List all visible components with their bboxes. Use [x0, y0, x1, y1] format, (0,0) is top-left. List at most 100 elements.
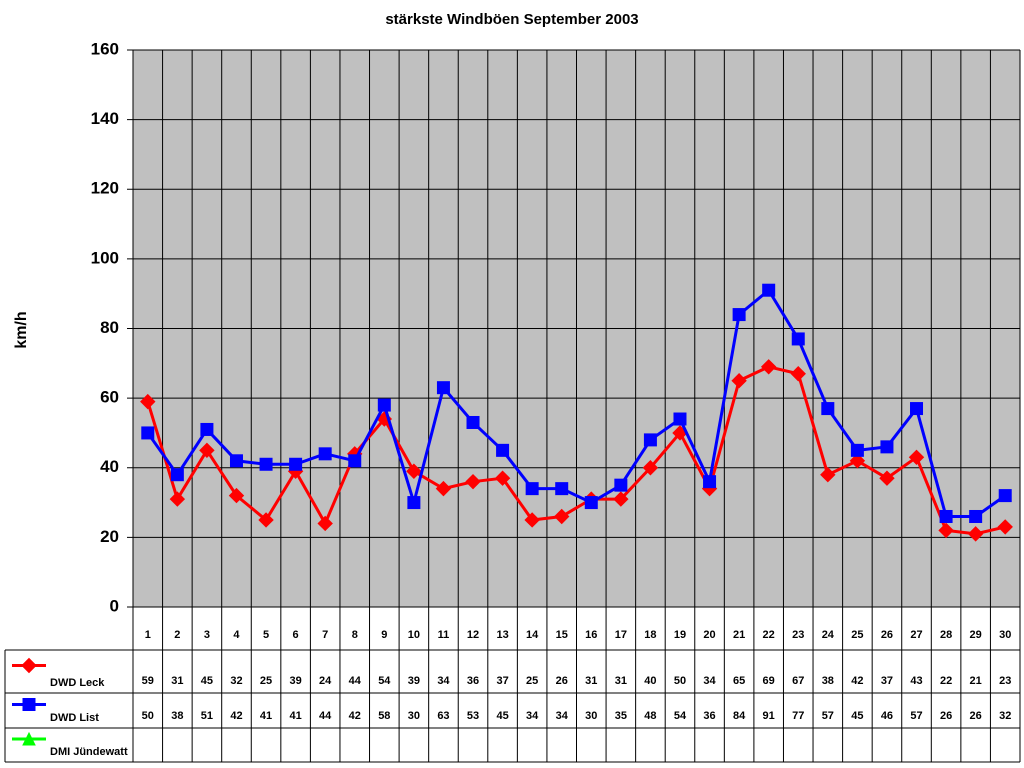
x-tick-label: 3: [204, 629, 210, 641]
table-value: 65: [733, 675, 745, 687]
table-value: 42: [349, 710, 361, 722]
chart-title: stärkste Windböen September 2003: [385, 11, 638, 28]
table-value: 38: [171, 710, 183, 722]
marker: [200, 422, 214, 436]
marker: [525, 482, 539, 496]
x-tick-label: 5: [263, 629, 269, 641]
table-value: 58: [378, 710, 390, 722]
x-tick-label: 23: [792, 629, 804, 641]
marker: [731, 373, 747, 389]
x-tick-label: 11: [438, 629, 450, 641]
table-value: 45: [851, 710, 863, 722]
table-value: 57: [822, 710, 834, 722]
table-value: 30: [585, 710, 597, 722]
x-tick-label: 26: [881, 629, 893, 641]
table-value: 32: [999, 710, 1011, 722]
table-value: 39: [408, 675, 420, 687]
marker: [879, 470, 895, 486]
table-value: 44: [349, 675, 362, 687]
legend-label: DWD Leck: [50, 677, 105, 689]
marker: [22, 731, 36, 746]
table-value: 26: [940, 710, 952, 722]
table-value: 35: [615, 710, 627, 722]
table-value: 91: [763, 710, 775, 722]
table-value: 38: [822, 675, 834, 687]
marker: [21, 657, 37, 674]
x-tick-label: 6: [293, 629, 299, 641]
x-tick-label: 22: [763, 629, 775, 641]
marker: [228, 487, 245, 504]
table-value: 25: [260, 675, 272, 687]
y-tick-label: 100: [91, 248, 119, 267]
x-tick-label: 19: [674, 629, 686, 641]
table-value: 63: [437, 710, 449, 722]
table-value: 50: [674, 675, 686, 687]
marker: [791, 332, 805, 346]
table-value: 32: [230, 675, 242, 687]
table-value: 36: [703, 710, 715, 722]
table-value: 50: [142, 710, 154, 722]
marker: [229, 454, 243, 468]
x-tick-label: 4: [233, 629, 240, 641]
table-value: 44: [319, 710, 332, 722]
table-value: 45: [496, 710, 508, 722]
table-value: 40: [644, 675, 656, 687]
x-tick-label: 17: [615, 629, 627, 641]
table-value: 26: [556, 675, 568, 687]
x-tick-label: 20: [703, 629, 715, 641]
x-tick-label: 30: [999, 629, 1011, 641]
x-tick-label: 10: [408, 629, 420, 641]
marker: [938, 522, 954, 539]
table-value: 54: [674, 710, 687, 722]
marker: [790, 366, 806, 382]
marker: [969, 509, 983, 523]
marker: [318, 447, 332, 461]
x-tick-label: 7: [322, 629, 328, 641]
table-value: 34: [556, 710, 569, 722]
table-value: 34: [526, 710, 539, 722]
x-tick-label: 27: [910, 629, 922, 641]
table-value: 41: [260, 710, 272, 722]
table-value: 31: [615, 675, 627, 687]
table-value: 25: [526, 675, 538, 687]
x-tick-label: 9: [381, 629, 387, 641]
table-value: 54: [378, 675, 391, 687]
table-value: 21: [970, 675, 982, 687]
table-value: 26: [970, 710, 982, 722]
table-value: 57: [910, 710, 922, 722]
y-tick-label: 40: [100, 457, 119, 476]
marker: [762, 283, 776, 297]
table-value: 67: [792, 675, 804, 687]
x-tick-label: 21: [733, 629, 745, 641]
table-value: 42: [230, 710, 242, 722]
marker: [880, 440, 894, 454]
table-value: 34: [437, 675, 450, 687]
marker: [22, 698, 36, 711]
table-value: 59: [142, 675, 154, 687]
table-value: 37: [881, 675, 893, 687]
marker: [850, 443, 864, 457]
table-value: 36: [467, 675, 479, 687]
table-value: 30: [408, 710, 420, 722]
marker: [199, 442, 215, 459]
marker: [998, 489, 1012, 503]
table-value: 42: [851, 675, 863, 687]
x-tick-label: 25: [851, 629, 863, 641]
marker: [908, 449, 925, 466]
marker: [496, 443, 510, 457]
table-value: 22: [940, 675, 952, 687]
table-value: 45: [201, 675, 213, 687]
table-value: 48: [644, 710, 656, 722]
x-tick-label: 13: [496, 629, 508, 641]
marker: [673, 412, 687, 426]
x-tick-label: 14: [526, 629, 539, 641]
x-tick-label: 28: [940, 629, 952, 641]
marker: [703, 475, 717, 489]
x-tick-label: 2: [174, 629, 180, 641]
marker: [465, 473, 481, 490]
y-tick-label: 20: [100, 527, 119, 546]
marker: [910, 402, 924, 416]
x-tick-label: 29: [970, 629, 982, 641]
marker: [466, 415, 480, 429]
